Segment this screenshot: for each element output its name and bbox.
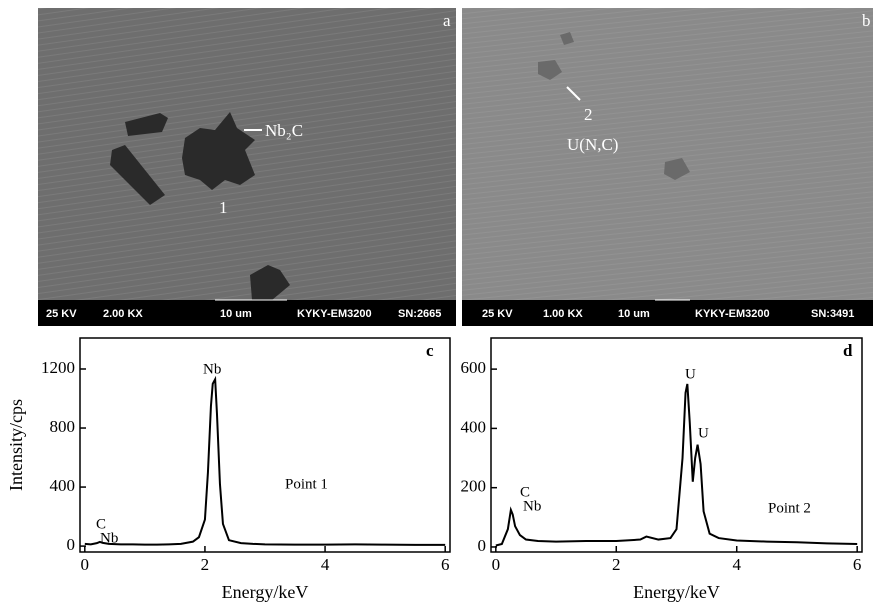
annotations: c Nb C Nb Point 1 d U U C Nb Point 2 <box>96 341 853 547</box>
x-tick-label: 6 <box>441 555 450 574</box>
annotation: C <box>520 484 530 500</box>
y-tick-label: 1200 <box>41 358 75 377</box>
info-bar <box>462 300 873 326</box>
plot-frame <box>79 337 451 553</box>
x-tick-label: 2 <box>201 555 210 574</box>
y-tick-label: 200 <box>461 477 487 496</box>
y-tick-label: 0 <box>67 535 76 554</box>
panel-letter: c <box>426 341 434 360</box>
panel-letter: b <box>862 11 871 30</box>
info: KYKY-EM3200 <box>695 308 770 320</box>
label: 2 <box>584 105 593 124</box>
annotation: Point 1 <box>285 476 328 492</box>
info: SN:3491 <box>811 308 854 320</box>
spectrum-line <box>495 383 858 547</box>
info: 25 KV <box>482 308 513 320</box>
y-tick-label: 400 <box>50 476 76 495</box>
x-tick-label: 0 <box>81 555 90 574</box>
x-tick-label: 0 <box>492 555 501 574</box>
y-tick-label: 0 <box>478 536 487 555</box>
y-tick-label: 600 <box>461 358 487 377</box>
y-tick-label: 800 <box>50 417 76 436</box>
annotation: U <box>698 425 709 441</box>
x-tick-label: 4 <box>732 555 741 574</box>
x-tick-label: 6 <box>853 555 862 574</box>
x-axis-label: Energy/keV <box>633 582 720 602</box>
annotation: Nb <box>523 498 541 514</box>
panel-letter: a <box>443 11 451 30</box>
y-tick-label: 400 <box>461 417 487 436</box>
x-tick-label: 2 <box>612 555 621 574</box>
spectrum-line <box>84 375 446 546</box>
annotation: Point 2 <box>768 500 811 516</box>
sem-image <box>462 8 873 300</box>
label: Nb₂C <box>265 121 303 140</box>
particles <box>538 32 690 180</box>
particles <box>110 112 290 300</box>
plot-frame <box>490 337 863 553</box>
info: 10 um <box>220 308 252 320</box>
x-tick-label: 4 <box>321 555 330 574</box>
info: 1.00 KX <box>543 308 583 320</box>
arrow <box>566 86 581 101</box>
info: 2.00 KX <box>103 308 143 320</box>
annotation: C <box>96 516 106 532</box>
annotation: U <box>685 366 696 382</box>
y-axis-label: Intensity/cps <box>6 399 26 491</box>
info-bar <box>38 300 456 326</box>
panel-letter: d <box>843 341 853 360</box>
info: 10 um <box>618 308 650 320</box>
info: 25 KV <box>46 308 77 320</box>
sem-image <box>38 8 456 300</box>
annotation: Nb <box>203 361 221 377</box>
info: SN:2665 <box>398 308 441 320</box>
label: U(N,C) <box>567 135 618 154</box>
label: 1 <box>219 198 228 217</box>
info: KYKY-EM3200 <box>297 308 372 320</box>
x-axis-label: Energy/keV <box>222 582 309 602</box>
